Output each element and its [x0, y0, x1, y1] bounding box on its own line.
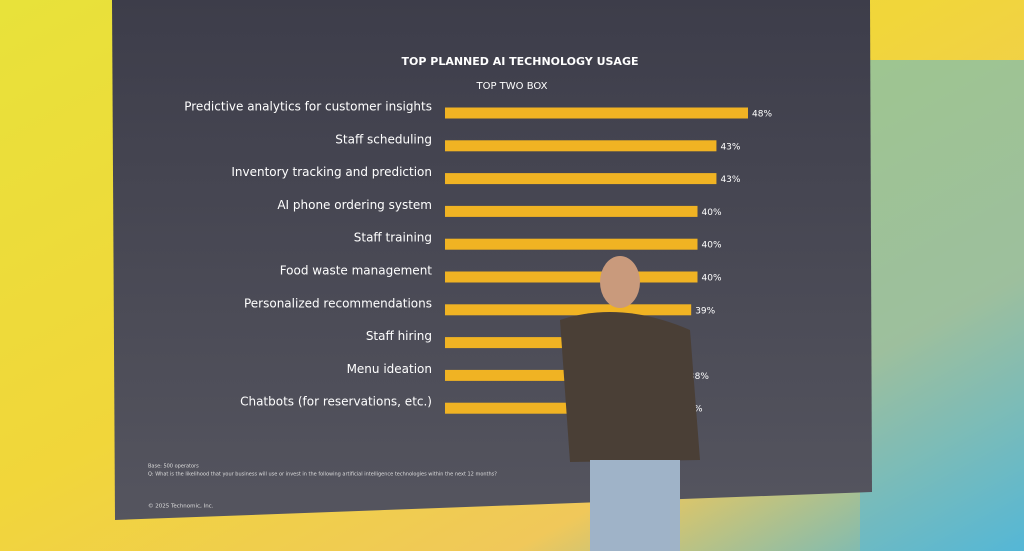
value-label: 40%	[702, 274, 722, 284]
category-label: Personalized recommendations	[244, 296, 432, 310]
value-label: 43%	[720, 142, 740, 152]
category-label: Food waste management	[280, 264, 433, 278]
bar	[445, 205, 698, 217]
category-label: Staff training	[354, 231, 432, 245]
footnote: Q: What is the likelihood that your busi…	[148, 472, 497, 478]
bar	[445, 140, 717, 152]
speaker-head	[600, 256, 640, 308]
speaker	[560, 256, 700, 551]
footnote: Base: 500 operators	[148, 464, 199, 470]
category-label: Chatbots (for reservations, etc.)	[240, 395, 432, 409]
value-label: 40%	[702, 208, 722, 218]
category-label: AI phone ordering system	[277, 198, 432, 212]
speaker-jeans	[590, 460, 680, 551]
category-label: Staff hiring	[366, 329, 432, 343]
bar	[445, 107, 748, 119]
category-label: Staff scheduling	[335, 132, 432, 146]
value-label: 43%	[720, 175, 740, 185]
speaker-jacket	[560, 312, 700, 462]
bar	[445, 271, 698, 283]
bar	[445, 402, 679, 414]
category-label: Predictive analytics for customer insigh…	[184, 100, 432, 114]
slide	[112, 0, 872, 520]
stage-screen-right	[860, 60, 1024, 551]
value-label: 48%	[752, 110, 772, 120]
category-label: Menu ideation	[347, 362, 432, 376]
value-label: 40%	[702, 241, 722, 251]
value-label: 39%	[695, 306, 715, 316]
category-label: Inventory tracking and prediction	[231, 165, 432, 179]
bar	[445, 304, 692, 316]
bar	[445, 238, 698, 250]
bar	[445, 173, 717, 185]
chart-title: TOP PLANNED AI TECHNOLOGY USAGE	[402, 55, 639, 68]
value-label: 38%	[689, 372, 709, 382]
chart-subtitle: TOP TWO BOX	[475, 81, 547, 92]
copyright: © 2025 Technomic, Inc.	[148, 503, 214, 510]
